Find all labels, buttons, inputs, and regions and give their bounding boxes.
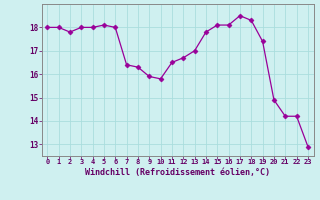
X-axis label: Windchill (Refroidissement éolien,°C): Windchill (Refroidissement éolien,°C) (85, 168, 270, 177)
